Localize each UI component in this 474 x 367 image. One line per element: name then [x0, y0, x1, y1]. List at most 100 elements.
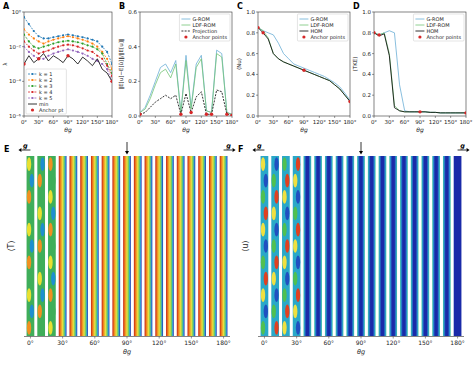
series-marker	[77, 41, 79, 43]
field-strip	[261, 156, 269, 336]
scatter-point	[205, 113, 208, 116]
series-marker	[62, 49, 64, 51]
strip-pattern	[296, 321, 300, 335]
field-strip	[48, 156, 56, 336]
y-tick-label: 0.6	[246, 51, 255, 57]
x-tick-label: 120°	[313, 119, 326, 125]
x-tick	[466, 116, 467, 118]
series-marker	[38, 40, 40, 42]
field-strip	[411, 156, 419, 336]
y-axis-label: ⟨u⟩	[241, 240, 250, 251]
panel: 0°30°60°90°120°150°180°θg⟨T⟩Egg	[4, 142, 236, 357]
strip-pattern	[264, 206, 268, 220]
strip-pattern	[38, 272, 42, 286]
series-marker	[96, 40, 98, 42]
strip-pattern	[282, 223, 286, 237]
series-marker	[91, 46, 93, 48]
series-marker	[28, 23, 30, 25]
y-tick-label: 0.0	[128, 113, 137, 119]
x-tick-label: 60°	[284, 119, 294, 125]
strip-pattern	[48, 255, 52, 269]
y-tick-label: 0.2	[246, 92, 255, 98]
field-strip	[336, 156, 344, 336]
scatter-point	[140, 113, 142, 116]
y-tick	[138, 46, 140, 47]
x-tick-label: 30°	[34, 119, 44, 125]
series-marker	[47, 55, 49, 57]
scatter-point	[377, 33, 380, 36]
panel-label: C	[237, 2, 243, 11]
strip-pattern	[261, 190, 265, 204]
gravity-arrow	[359, 142, 363, 155]
x-tick	[319, 116, 320, 118]
series-marker	[82, 43, 84, 45]
series-marker	[106, 58, 108, 60]
field-strip	[209, 156, 217, 336]
scatter-point	[302, 69, 305, 72]
y-tick	[256, 116, 258, 117]
panel-label: B	[119, 2, 125, 11]
x-tick-label: 60°	[89, 339, 100, 346]
plot-frame	[140, 12, 232, 116]
strip-pattern	[51, 174, 55, 188]
x-tick-label: 180°	[216, 339, 230, 346]
series-marker	[67, 48, 69, 50]
series-marker	[28, 51, 30, 53]
y-tick-label: 10⁻²	[9, 44, 21, 50]
x-tick-label: 150°	[418, 339, 432, 346]
series-marker	[106, 65, 108, 67]
strip-pattern	[40, 223, 44, 237]
strip-pattern	[296, 288, 300, 302]
strip-pattern	[38, 239, 42, 253]
scatter-point	[225, 113, 228, 116]
series-marker	[24, 33, 25, 35]
scatter-point	[189, 111, 192, 114]
series-marker	[38, 47, 40, 49]
strip-base	[379, 156, 387, 336]
legend-swatch	[415, 19, 424, 20]
y-tick	[256, 95, 258, 96]
strip-base	[282, 156, 290, 336]
series-marker	[96, 55, 98, 57]
y-tick-label: 10⁻⁶	[9, 113, 22, 119]
field-strip	[59, 156, 67, 336]
series-marker	[111, 68, 112, 70]
x-tick-label: 0°	[21, 119, 27, 125]
series-line	[374, 33, 466, 113]
strip-base	[134, 156, 142, 336]
series-marker	[67, 40, 69, 42]
x-tick-label: 0°	[255, 119, 261, 125]
series-marker	[101, 46, 103, 48]
strip-pattern	[261, 321, 265, 335]
series-marker	[82, 36, 84, 38]
strip-pattern	[272, 206, 276, 220]
legend-swatch	[31, 108, 34, 111]
strip-base	[209, 156, 217, 336]
strip-pattern	[30, 206, 34, 220]
strip-pattern	[274, 255, 278, 269]
arrow-shaft	[224, 150, 233, 151]
series-marker	[67, 35, 69, 37]
strip-pattern	[40, 190, 44, 204]
strip-pattern	[274, 321, 278, 335]
strip-pattern	[261, 288, 265, 302]
strip-pattern	[285, 239, 289, 253]
field-strip	[368, 156, 376, 336]
legend-swatch	[299, 31, 308, 32]
x-tick-label: 90°	[415, 119, 425, 125]
field-strip	[80, 156, 88, 336]
strip-pattern	[261, 223, 265, 237]
strip-pattern	[27, 255, 31, 269]
y-tick	[22, 46, 24, 47]
strip-pattern	[272, 272, 276, 286]
strip-pattern	[48, 223, 52, 237]
y-tick-label: 1.0	[362, 9, 371, 15]
panel: 0°30°60°90°120°150°180°0.00.20.40.6θg‖E[…	[118, 2, 239, 134]
strip-pattern	[274, 223, 278, 237]
field-strip	[37, 156, 45, 336]
x-tick	[186, 116, 187, 118]
legend-swatch-marker	[31, 79, 33, 81]
series-marker	[82, 47, 84, 49]
strip-base	[80, 156, 88, 336]
scatter-point	[464, 111, 466, 114]
